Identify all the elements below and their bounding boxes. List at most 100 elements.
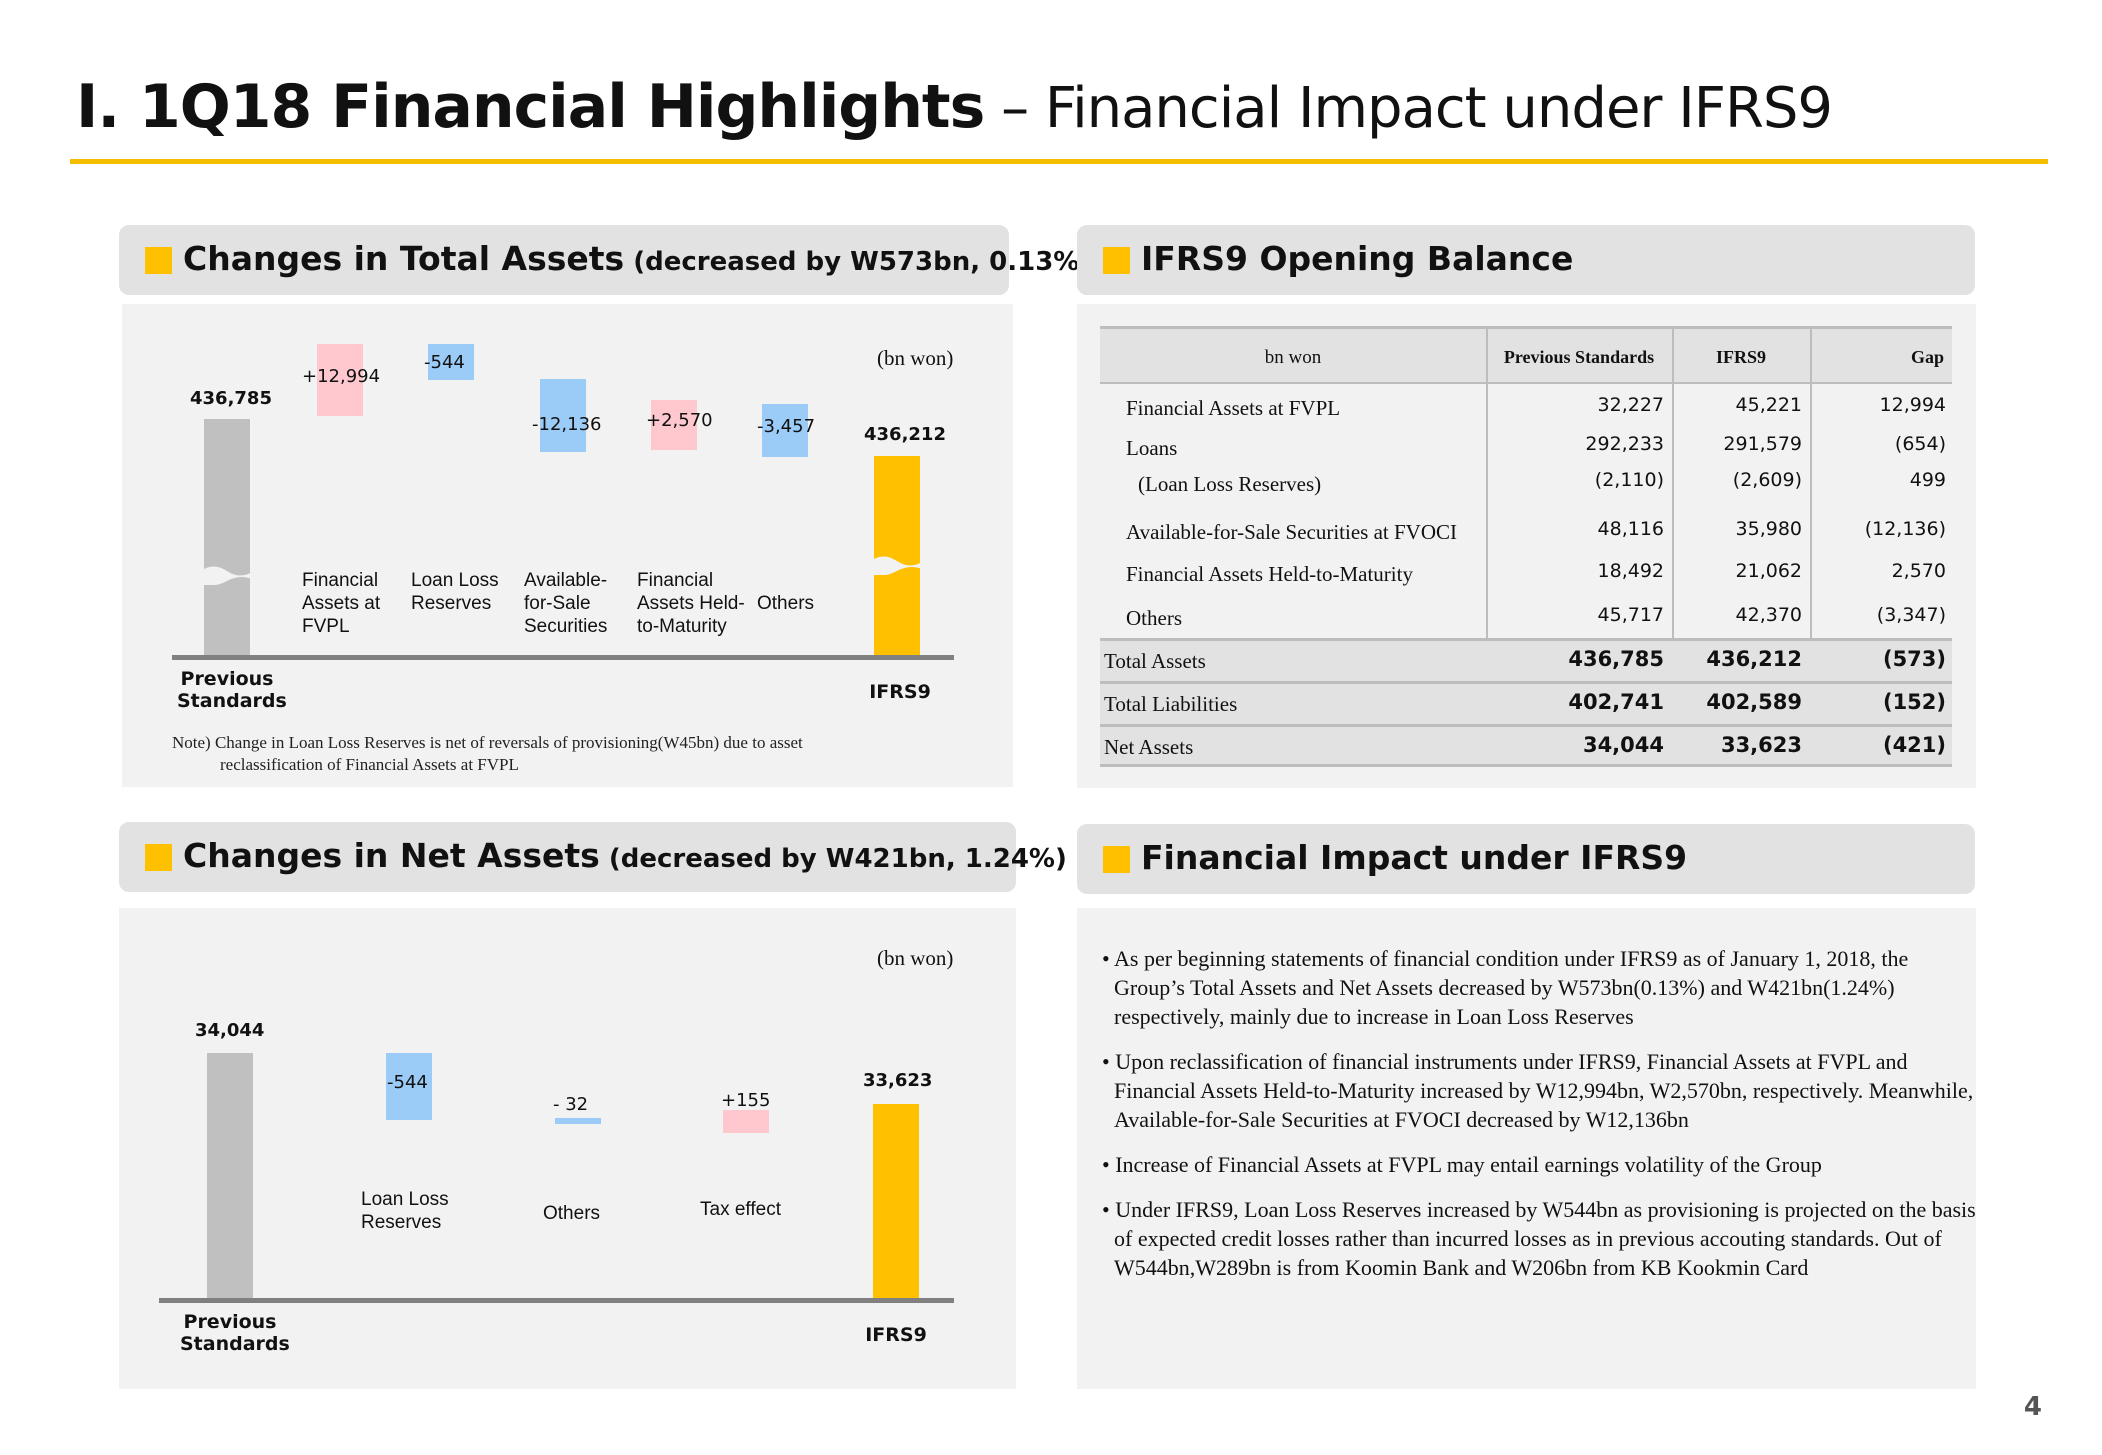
table-total-row: Total Liabilities 402,741 402,589 (152) (1100, 681, 1952, 724)
cell-gap: (654) (1894, 433, 1946, 455)
value-label: -12,136 (532, 414, 602, 435)
category-label: Available-for-Sale Securities (524, 570, 608, 637)
table-row: Others 45,717 42,370 (3,347) (1100, 596, 1952, 636)
section-subtitle: (decreased by W421bn, 1.24%) (599, 844, 1067, 874)
impact-bullet-list: • As per beginning statements of financi… (1098, 944, 1978, 1298)
section-title: Changes in Total Assets (183, 239, 625, 278)
cell-ifrs9: 21,062 (1735, 560, 1802, 582)
section-title: Financial Impact under IFRS9 (1141, 838, 1688, 877)
row-label: Financial Assets at FVPL (1126, 396, 1341, 420)
cell-previous: (2,110) (1594, 469, 1664, 491)
row-label: Loans (1126, 436, 1178, 460)
category-label: Others (757, 593, 815, 614)
financial-impact-panel (1077, 908, 1976, 1389)
value-label: +12,994 (302, 366, 381, 387)
table-row: Financial Assets at FVPL 32,227 45,221 1… (1100, 388, 1952, 428)
cell-ifrs9: 35,980 (1735, 518, 1802, 540)
cell-previous: 402,741 (1568, 690, 1664, 714)
cell-previous: 34,044 (1582, 733, 1664, 757)
table-total-row: Net Assets 34,044 33,623 (421) (1100, 724, 1952, 767)
cell-previous: 32,227 (1597, 394, 1664, 416)
chart-unit-label: (bn won) (877, 346, 954, 370)
row-label: Net Assets (1104, 735, 1194, 759)
table-row: (Loan Loss Reserves) (2,110) (2,609) 499 (1100, 466, 1952, 506)
cell-previous: 292,233 (1585, 433, 1664, 455)
cell-previous: 45,717 (1597, 604, 1664, 626)
category-label: Financial Assets Held-to-Maturity (637, 570, 745, 637)
value-label: -544 (424, 352, 465, 373)
chart-baseline (159, 1298, 954, 1303)
value-label: 34,044 (195, 1020, 265, 1041)
table-header-cell: IFRS9 (1715, 347, 1766, 367)
bar-loan-loss-reserves (428, 344, 474, 380)
table-row: Available-for-Sale Securities at FVOCI 4… (1100, 512, 1952, 552)
value-label: - 32 (553, 1094, 589, 1115)
bar-others (762, 404, 808, 457)
cell-gap: 2,570 (1891, 560, 1946, 582)
cell-ifrs9: (2,609) (1732, 469, 1802, 491)
cell-ifrs9: 436,212 (1706, 647, 1802, 671)
row-label: Total Liabilities (1104, 692, 1238, 716)
row-label: Available-for-Sale Securities at FVOCI (1126, 520, 1458, 544)
net-assets-chart: (bn won) 34,044 -544 - 32 +155 33,623 Lo… (119, 908, 1016, 1389)
table-total-row: Total Assets 436,785 436,212 (573) (1100, 638, 1952, 681)
value-label: 436,785 (190, 388, 272, 409)
section-bullet-square-icon (145, 247, 172, 274)
value-label: 436,212 (864, 424, 946, 445)
table-header-row: bn won Previous Standards IFRS9 Gap (1100, 326, 1952, 384)
section-header-net-assets: Changes in Net Assets (decreased by W421… (119, 822, 1067, 892)
cell-gap: (421) (1882, 733, 1946, 757)
net-assets-chart-panel (119, 908, 1016, 1389)
list-item: • Upon reclassification of financial ins… (1102, 1049, 1974, 1132)
bar-others (555, 1118, 601, 1124)
bar-ifrs9 (874, 456, 920, 655)
table-header-cell: Previous Standards (1503, 347, 1655, 367)
cell-previous: 436,785 (1568, 647, 1664, 671)
category-label: Financial Assets at FVPL (302, 570, 381, 637)
page-number: 4 (2023, 1392, 2042, 1422)
chart-note-line2: reclassification of Financial Assets at … (220, 755, 519, 774)
row-label: Total Assets (1104, 649, 1206, 673)
section-title: IFRS9 Opening Balance (1141, 239, 1574, 278)
category-label: Loan Loss Reserves (361, 1189, 449, 1233)
section-header-total-assets: Changes in Total Assets (decreased by W5… (119, 225, 1091, 295)
table-divider (1486, 326, 1488, 766)
table-row: Loans 292,233 291,579 (654) (1100, 430, 1952, 466)
axis-label-ifrs9: IFRS9 (869, 681, 931, 703)
cell-ifrs9: 402,589 (1706, 690, 1802, 714)
page-title-rest: – Financial Impact under IFRS9 (984, 76, 1833, 141)
row-label: Others (1126, 606, 1182, 630)
table-divider (1672, 326, 1674, 766)
bar-financial-assets-fvpl (317, 344, 363, 416)
cell-gap: (3,347) (1876, 604, 1946, 626)
page-title: I. 1Q18 Financial Highlights – Financial… (76, 72, 1833, 142)
cell-gap: (573) (1882, 647, 1946, 671)
axis-label-ifrs9: IFRS9 (865, 1324, 927, 1346)
table-header-cell: bn won (1264, 347, 1322, 368)
bar-available-for-sale (540, 379, 586, 452)
list-item: • Increase of Financial Assets at FVPL m… (1102, 1152, 1822, 1177)
category-label: Loan Loss Reserves (411, 570, 499, 614)
bar-previous-standards (207, 1053, 253, 1298)
opening-balance-table: bn won Previous Standards IFRS9 Gap Fina… (1100, 326, 1952, 767)
bar-previous-standards (204, 419, 250, 655)
axis-break-icon (198, 566, 256, 585)
category-label: Others (543, 1203, 601, 1224)
cell-previous: 48,116 (1597, 518, 1664, 540)
bar-held-to-maturity (651, 400, 697, 450)
bar-tax-effect (723, 1110, 769, 1133)
chart-unit-label: (bn won) (877, 946, 954, 970)
cell-gap: (12,136) (1864, 518, 1946, 540)
axis-label-previous-standards: Previous Standards (180, 1311, 290, 1355)
chart-baseline (172, 655, 954, 660)
section-title: Changes in Net Assets (183, 836, 600, 875)
value-label: +2,570 (646, 410, 713, 431)
title-underline (70, 159, 2048, 164)
chart-note-line1: Note) Change in Loan Loss Reserves is ne… (172, 733, 803, 752)
value-label: +155 (721, 1090, 771, 1111)
section-bullet-square-icon (1103, 247, 1130, 274)
list-item: • Under IFRS9, Loan Loss Reserves increa… (1102, 1197, 1976, 1280)
table-row: Financial Assets Held-to-Maturity 18,492… (1100, 554, 1952, 594)
category-label: Tax effect (700, 1199, 781, 1220)
value-label: -3,457 (757, 416, 816, 437)
